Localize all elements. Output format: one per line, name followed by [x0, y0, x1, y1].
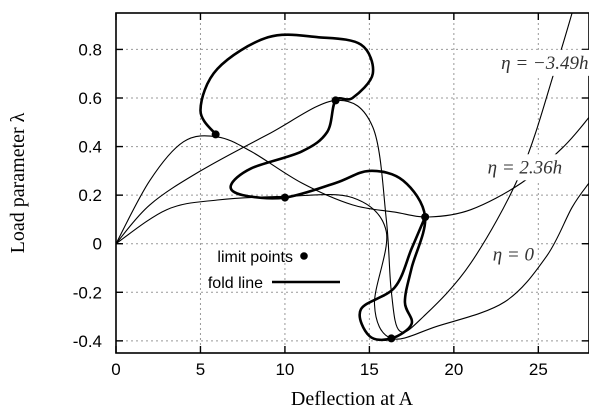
legend-label-limit-points: limit points [217, 249, 293, 266]
y-tick-label: 0.8 [78, 40, 102, 59]
y-tick-label: 0.4 [78, 138, 102, 157]
plot-frame [115, 12, 589, 354]
limit-points-layer [211, 96, 430, 343]
x-tick-label: 20 [444, 360, 463, 379]
limit-point [211, 130, 220, 139]
y-tick-label: 0 [93, 235, 102, 254]
x-axis-title: Deflection at A [291, 388, 414, 410]
curve-label-background [498, 49, 589, 76]
curve-label: η = 2.36h [488, 157, 562, 178]
y-axis-title: Load parameter λ [7, 112, 29, 253]
curve-label: η = 0 [493, 245, 535, 266]
x-tick-label: 25 [529, 360, 548, 379]
limit-point [280, 193, 289, 202]
limit-point [421, 213, 430, 221]
y-tick-label: 0.6 [78, 89, 102, 108]
equilibrium-curve [116, 116, 589, 245]
curve-label-background [484, 154, 566, 181]
y-tick-label: -0.2 [73, 283, 102, 302]
legend: limit points fold line [208, 249, 340, 292]
legend-label-fold-line: fold line [208, 275, 263, 292]
annotation-labels: η = −3.49h η = 2.36h η = 0 [484, 49, 589, 268]
curve-label-background [489, 241, 537, 268]
y-tick-label: 0.2 [78, 186, 102, 205]
equilibrium-curve [116, 182, 589, 340]
limit-point [331, 96, 340, 105]
x-tick-label: 15 [360, 360, 379, 379]
x-tick-label: 10 [275, 360, 294, 379]
curve-label: η = −3.49h [501, 53, 588, 74]
fold-line-path [199, 33, 427, 342]
legend-marker-limit-points [300, 252, 308, 260]
axis-ticks: 0 5 10 15 20 25 0.8 0.6 0.4 0.2 0 -0.2 -0.4 [73, 13, 589, 379]
x-tick-label: 5 [196, 360, 205, 379]
limit-point [387, 334, 396, 343]
x-tick-label: 0 [111, 360, 120, 379]
y-tick-label: -0.4 [73, 332, 102, 351]
